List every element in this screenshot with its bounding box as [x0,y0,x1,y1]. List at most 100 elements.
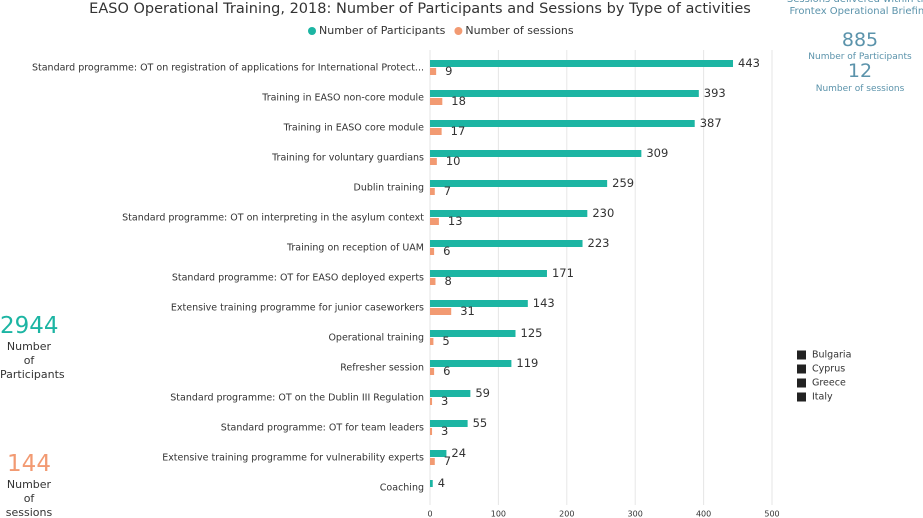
kpi-label: Number of sessions [5,478,53,518]
y-tick-label: Training for voluntary guardians [271,153,424,164]
y-tick-label: Standard programme: OT on registration o… [32,63,424,74]
bar [430,458,435,465]
data-label: 18 [451,94,466,108]
legend-marker [308,27,316,35]
frontex-card: Sessions delivered within the Frontex Op… [785,0,923,98]
data-label: 171 [552,266,574,280]
x-tick-label: 500 [764,510,779,518]
y-tick-label: Standard programme: OT for team leaders [221,423,424,434]
kpi-participants: 2944 Number of Participants [0,312,65,382]
y-tick-label: Dublin training [354,183,425,194]
bar [430,98,443,105]
bar [430,360,512,367]
bar [430,60,734,67]
y-tick-label: Standard programme: OT for EASO deployed… [172,273,424,284]
data-label: 7 [444,184,451,198]
bar [430,338,434,345]
bar [430,300,528,307]
data-label: 119 [516,356,538,370]
data-label: 13 [448,214,463,228]
data-label: 125 [521,326,543,340]
bar [430,428,433,435]
legend-label: Italy [812,392,833,403]
legend-marker [797,392,806,402]
bar [430,248,435,255]
kpi-value: 144 [7,451,51,477]
x-tick-label: 300 [628,510,643,518]
data-label: 5 [442,334,449,348]
bar [430,390,471,397]
x-tick-label: 100 [491,510,506,518]
y-tick-label: Operational training [328,333,424,344]
data-label: 259 [612,176,634,190]
kpi-sessions: 144 Number of sessions [0,450,58,518]
legend-label: Number of Participants [319,24,446,37]
bar [430,68,437,75]
kpi-label: Number of Participants [0,340,65,381]
y-tick-label: Extensive training programme for vulnera… [162,453,424,464]
data-label: 309 [646,146,668,160]
kpi-label: Number of Participants [808,52,912,62]
legend-label: Cyprus [812,364,845,375]
bar [430,330,516,337]
bar [430,240,583,247]
bar [430,270,547,277]
data-label: 31 [460,304,475,318]
bar [430,480,433,487]
bar [430,308,452,315]
legend-marker [797,364,806,374]
bar [430,180,608,187]
data-label: 59 [475,386,490,400]
legend-label: Bulgaria [812,350,851,361]
data-label: 443 [738,56,760,70]
kpi-label: Number of sessions [815,84,905,94]
data-label: 7 [444,454,451,468]
y-tick-label: Extensive training programme for junior … [171,303,424,314]
kpi-value: 2944 [0,313,59,339]
y-tick-label: Standard programme: OT on interpreting i… [122,213,424,224]
data-label: 4 [438,476,445,490]
data-label: 10 [446,154,461,168]
bar [430,278,436,285]
legend-label: Number of sessions [465,24,574,37]
x-tick-label: 400 [696,510,711,518]
bar [430,218,439,225]
kpi-value: 12 [847,60,873,82]
bar [430,128,442,135]
data-label: 223 [588,236,610,250]
kpi-value: 885 [841,29,879,51]
data-label: 55 [473,416,488,430]
x-tick-label: 0 [427,510,432,518]
bar [430,188,435,195]
data-label: 230 [592,206,614,220]
legend-marker [454,27,463,35]
data-label: 6 [443,364,450,378]
y-tick-label: Training in EASO core module [283,123,425,134]
bar [430,158,437,165]
bar [430,120,695,127]
frontex-title: Sessions delivered within the Frontex Op… [787,0,923,17]
data-label: 3 [441,424,448,438]
x-tick-label: 200 [559,510,574,518]
data-label: 6 [443,244,450,258]
data-label: 9 [445,64,452,78]
y-tick-label: Training on reception of UAM [286,243,424,254]
data-label: 8 [444,274,451,288]
data-label: 3 [441,394,448,408]
chart-title: EASO Operational Training, 2018: Number … [89,1,751,17]
legend-marker [797,378,806,388]
y-tick-label: Standard programme: OT on the Dublin III… [170,393,424,404]
bar [430,210,588,217]
bar [430,90,699,97]
data-label: 393 [704,86,726,100]
bar [430,368,435,375]
y-tick-label: Coaching [380,483,424,494]
y-tick-label: Refresher session [340,363,424,374]
legend-label: Greece [812,378,846,389]
y-tick-label: Training in EASO non-core module [261,93,424,104]
data-label: 24 [451,446,466,460]
bar [430,450,447,457]
data-label: 17 [451,124,466,138]
